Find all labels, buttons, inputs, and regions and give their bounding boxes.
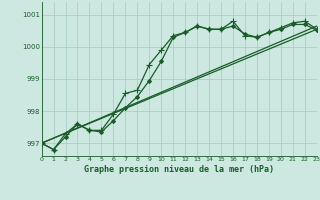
X-axis label: Graphe pression niveau de la mer (hPa): Graphe pression niveau de la mer (hPa) — [84, 165, 274, 174]
